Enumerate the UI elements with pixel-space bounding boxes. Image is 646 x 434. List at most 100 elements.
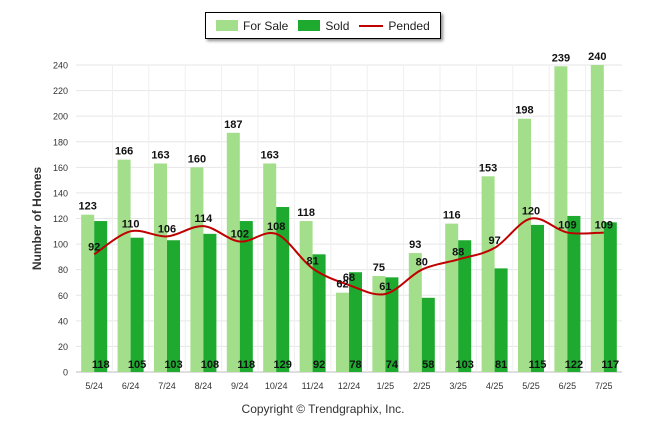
label-for-sale-8/24: 160 bbox=[188, 153, 206, 165]
x-tick-label-12/24: 12/24 bbox=[338, 381, 361, 391]
label-for-sale-3/25: 116 bbox=[443, 210, 461, 222]
copyright-text: Copyright © Trendgraphix, Inc. bbox=[241, 402, 405, 416]
label-pended-2/25: 80 bbox=[416, 257, 428, 269]
legend-item-pended[interactable]: Pended bbox=[359, 18, 430, 33]
label-for-sale-11/24: 118 bbox=[297, 207, 315, 219]
bar-sold-5/24 bbox=[94, 221, 108, 372]
y-tick-label-160: 160 bbox=[53, 163, 68, 173]
bar-for-sale-6/25 bbox=[554, 66, 568, 372]
bar-sold-10/24 bbox=[276, 206, 290, 372]
label-for-sale-12/24: 62 bbox=[336, 279, 348, 291]
label-for-sale-10/24: 163 bbox=[261, 149, 279, 161]
x-tick-label-6/25: 6/25 bbox=[559, 381, 577, 391]
label-sold-6/24: 105 bbox=[128, 359, 146, 371]
x-tick-label-10/24: 10/24 bbox=[265, 381, 288, 391]
label-pended-7/25: 109 bbox=[595, 220, 613, 232]
label-for-sale-5/25: 198 bbox=[515, 105, 533, 117]
label-pended-3/25: 88 bbox=[452, 246, 464, 258]
legend-label-pended: Pended bbox=[388, 18, 430, 33]
bar-sold-4/25 bbox=[494, 268, 508, 372]
legend-label-for-sale: For Sale bbox=[243, 18, 289, 33]
legend-swatch-pended bbox=[359, 24, 384, 27]
y-axis-label: Number of Homes bbox=[30, 167, 44, 271]
bar-for-sale-6/24 bbox=[117, 159, 131, 372]
bar-sold-6/25 bbox=[567, 215, 581, 372]
label-sold-10/24: 129 bbox=[274, 359, 292, 371]
label-for-sale-2/25: 93 bbox=[409, 239, 421, 251]
label-sold-9/24: 118 bbox=[237, 359, 255, 371]
y-tick-label-60: 60 bbox=[58, 291, 68, 301]
y-tick-label-200: 200 bbox=[53, 112, 68, 122]
label-for-sale-7/24: 163 bbox=[151, 149, 169, 161]
label-pended-7/24: 106 bbox=[158, 223, 176, 235]
bar-sold-7/24 bbox=[167, 240, 180, 372]
label-sold-7/24: 103 bbox=[164, 359, 182, 371]
y-tick-label-120: 120 bbox=[53, 214, 68, 224]
y-tick-label-20: 20 bbox=[58, 342, 68, 352]
y-tick-label-140: 140 bbox=[53, 188, 68, 198]
legend-swatch-sold bbox=[298, 20, 321, 31]
label-for-sale-4/25: 153 bbox=[479, 162, 497, 174]
bar-sold-1/25 bbox=[385, 277, 399, 372]
x-tick-label-2/25: 2/25 bbox=[413, 381, 431, 391]
label-pended-8/24: 114 bbox=[195, 213, 214, 225]
label-pended-9/24: 102 bbox=[231, 229, 249, 241]
label-sold-3/25: 103 bbox=[456, 359, 474, 371]
x-tick-label-5/24: 5/24 bbox=[85, 381, 103, 391]
label-sold-4/25: 81 bbox=[495, 359, 507, 371]
y-tick-label-180: 180 bbox=[53, 137, 68, 147]
legend-item-for-sale[interactable]: For Sale bbox=[216, 19, 288, 33]
label-sold-8/24: 108 bbox=[201, 359, 219, 371]
x-tick-label-6/24: 6/24 bbox=[122, 381, 140, 391]
label-sold-2/25: 58 bbox=[422, 359, 434, 371]
bar-sold-11/24 bbox=[312, 254, 326, 372]
label-for-sale-7/25: 240 bbox=[588, 51, 606, 63]
x-tick-label-3/25: 3/25 bbox=[449, 381, 467, 391]
label-sold-5/25: 115 bbox=[529, 359, 547, 371]
bar-sold-8/24 bbox=[203, 233, 217, 372]
label-sold-5/24: 118 bbox=[92, 359, 110, 371]
label-pended-11/24: 81 bbox=[306, 255, 318, 267]
x-tick-label-7/24: 7/24 bbox=[158, 381, 176, 391]
label-sold-12/24: 78 bbox=[349, 359, 361, 371]
legend: For Sale Sold Pended bbox=[205, 12, 441, 39]
x-tick-label-7/25: 7/25 bbox=[595, 381, 613, 391]
label-pended-5/25: 120 bbox=[522, 206, 540, 218]
bar-for-sale-11/24 bbox=[299, 221, 313, 372]
bar-for-sale-1/25 bbox=[372, 276, 386, 372]
bar-for-sale-8/24 bbox=[190, 167, 204, 372]
y-tick-label-40: 40 bbox=[58, 316, 68, 326]
x-tick-label-11/24: 11/24 bbox=[302, 381, 324, 391]
label-for-sale-6/24: 166 bbox=[115, 146, 133, 158]
bar-sold-7/25 bbox=[603, 222, 617, 372]
legend-label-sold: Sold bbox=[325, 18, 350, 33]
label-pended-1/25: 61 bbox=[379, 281, 391, 293]
bar-for-sale-4/25 bbox=[481, 176, 495, 372]
label-for-sale-9/24: 187 bbox=[224, 119, 242, 131]
label-sold-6/25: 122 bbox=[565, 359, 583, 371]
bar-sold-6/24 bbox=[130, 237, 144, 372]
label-for-sale-5/24: 123 bbox=[79, 201, 97, 213]
x-tick-label-9/24: 9/24 bbox=[231, 381, 249, 391]
y-tick-label-240: 240 bbox=[53, 61, 68, 71]
y-tick-label-100: 100 bbox=[53, 240, 68, 250]
x-tick-label-1/25: 1/25 bbox=[377, 381, 395, 391]
bar-sold-5/25 bbox=[531, 224, 544, 372]
bar-for-sale-10/24 bbox=[263, 163, 277, 372]
legend-swatch-for-sale bbox=[216, 20, 238, 31]
x-tick-label-8/24: 8/24 bbox=[195, 381, 213, 391]
legend-item-sold[interactable]: Sold bbox=[298, 19, 349, 33]
label-pended-5/24: 92 bbox=[88, 241, 100, 253]
bar-for-sale-7/24 bbox=[154, 163, 167, 372]
label-for-sale-1/25: 75 bbox=[373, 262, 385, 274]
label-sold-7/25: 117 bbox=[601, 359, 619, 371]
label-pended-12/24: 68 bbox=[343, 272, 355, 284]
label-pended-10/24: 108 bbox=[267, 221, 285, 233]
bar-for-sale-12/24 bbox=[336, 292, 349, 372]
label-sold-11/24: 92 bbox=[313, 359, 325, 371]
label-pended-6/25: 109 bbox=[558, 220, 576, 232]
x-tick-label-4/25: 4/25 bbox=[486, 381, 504, 391]
label-pended-6/24: 110 bbox=[122, 218, 140, 230]
bar-sold-9/24 bbox=[239, 221, 253, 372]
